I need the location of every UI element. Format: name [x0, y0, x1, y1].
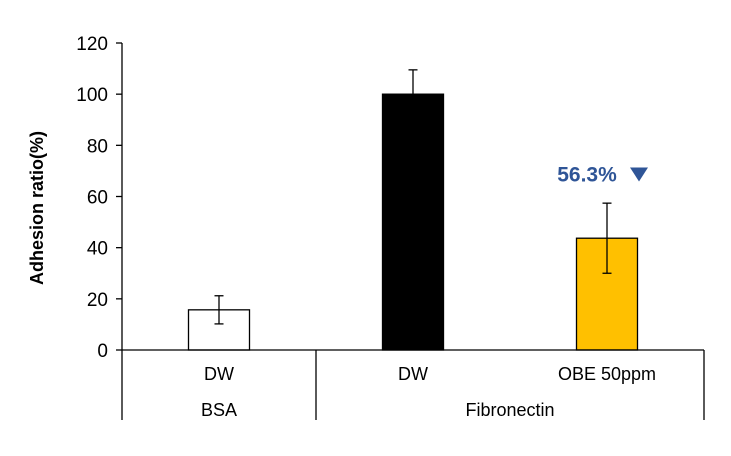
y-tick-label: 100: [76, 85, 108, 106]
down-triangle-icon: [630, 167, 648, 182]
y-tick-label: 20: [87, 290, 108, 311]
bar: [381, 93, 445, 351]
group-label: BSA: [201, 400, 237, 420]
y-tick-label: 80: [87, 136, 108, 157]
y-tick-label: 40: [87, 239, 108, 260]
y-tick-label: 120: [76, 34, 108, 55]
y-axis-label: Adhesion ratio(%): [27, 131, 47, 285]
y-tick-label: 60: [87, 188, 108, 209]
category-label: DW: [398, 364, 428, 384]
category-label: DW: [204, 364, 234, 384]
error-bars: [214, 69, 612, 325]
annotation-label: 56.3%: [557, 163, 617, 186]
bars: [187, 93, 639, 351]
group-label: Fibronectin: [465, 400, 554, 420]
y-axis: 0 20 40 60 80 100 120: [76, 34, 123, 362]
y-tick-label: 0: [97, 341, 108, 362]
annotation: 56.3%: [557, 163, 648, 186]
x-axis: DW DW OBE 50ppm BSA Fibronectin: [121, 349, 705, 420]
category-label: OBE 50ppm: [558, 364, 656, 384]
